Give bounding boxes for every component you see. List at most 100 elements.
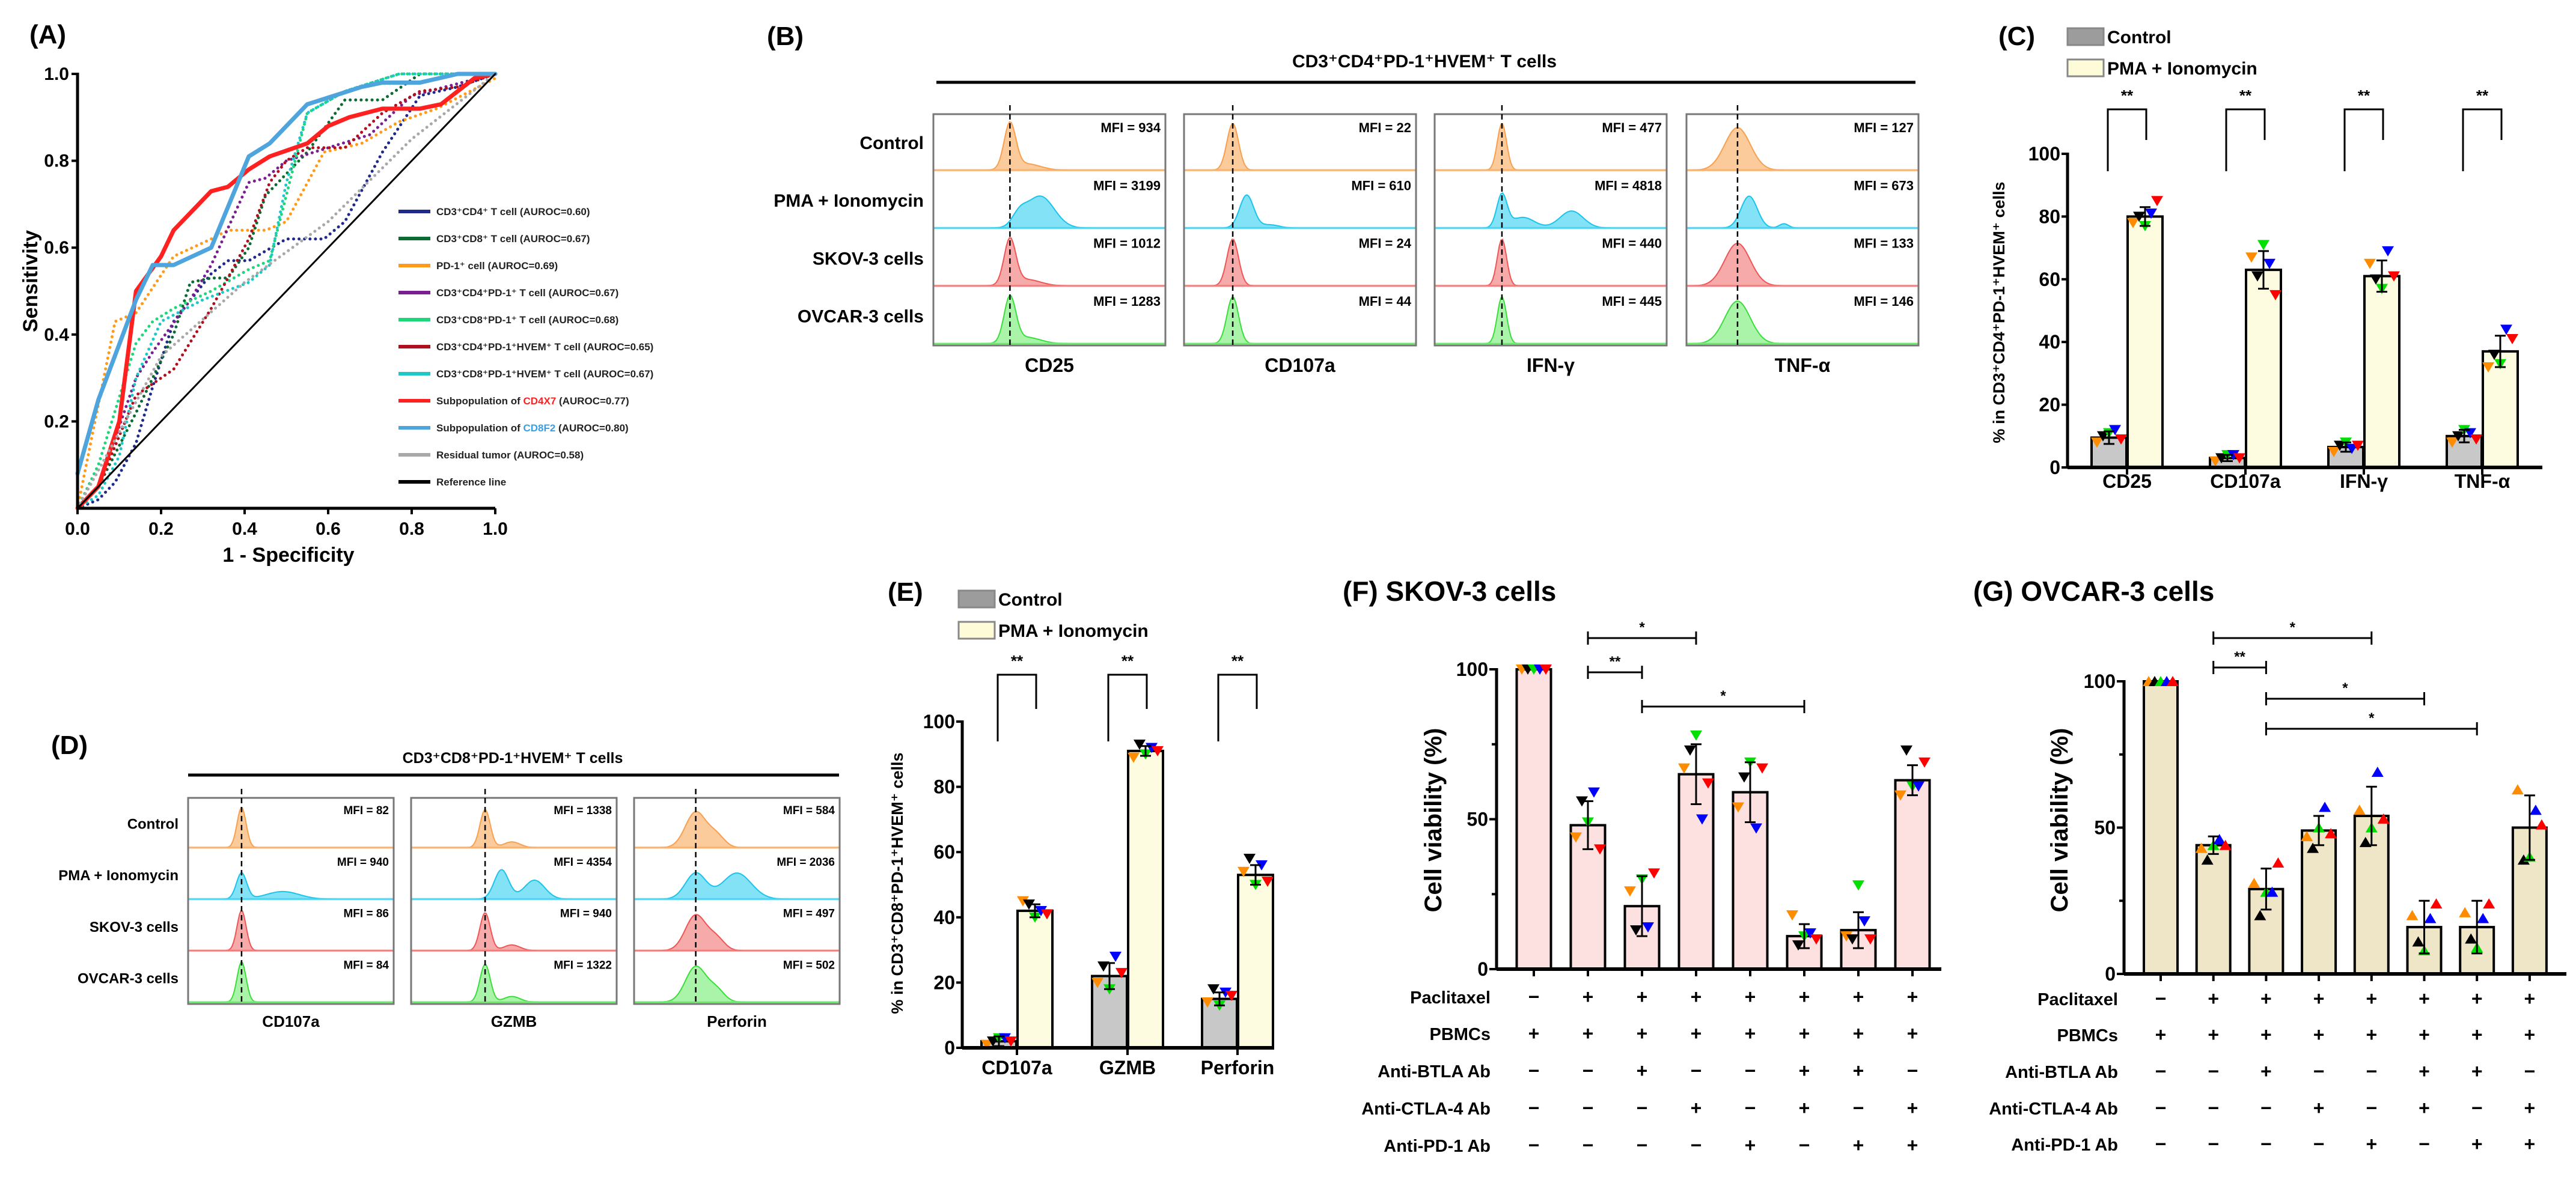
mfi-value: 86 (376, 908, 389, 920)
legend-swatch (957, 589, 996, 609)
x-tick-label: 0.6 (316, 519, 341, 539)
mfi-prefix: MFI = (1854, 236, 1891, 251)
mfi-label: MFI = 1012 (1093, 236, 1161, 251)
treatment-sign: + (1583, 986, 1594, 1008)
data-point-marker (1570, 832, 1582, 843)
legend-label: PD-1⁺ cell (AUROC=0.69) (436, 260, 558, 272)
data-point-marker (1091, 978, 1103, 988)
panel-b-cd4-histograms: (B) CD3⁺CD4⁺PD-1⁺HVEM⁺ T cells Control PMA … (767, 22, 1920, 376)
treatment-sign: + (1799, 1097, 1810, 1119)
treatment-sign: + (1528, 1023, 1540, 1044)
treatment-sign: + (1907, 986, 1918, 1008)
y-axis-label: Cell viability (%) (1420, 728, 1447, 913)
mfi-value: 133 (1891, 236, 1914, 251)
mfi-value: 934 (1138, 120, 1161, 135)
treatment-sign: − (1528, 986, 1540, 1008)
significance-label: * (2342, 680, 2348, 696)
treatment-sign: − (2313, 1133, 2325, 1155)
data-point-marker (2353, 804, 2366, 815)
row-label: OVCAR-3 cells (78, 971, 179, 987)
data-point-marker (1792, 940, 1804, 951)
y-axis-label: % in CD3⁺CD8⁺PD-1⁺HVEM⁺ cells (888, 752, 906, 1014)
data-point-marker (1840, 931, 1852, 942)
histogram-frame (1433, 113, 1668, 347)
data-point-marker (2424, 913, 2437, 923)
treatment-sign: + (2260, 1024, 2272, 1045)
data-point-marker (1035, 905, 1047, 916)
data-point-marker (2364, 258, 2376, 269)
significance-bracket (2462, 108, 2503, 171)
significance-bracket (2343, 108, 2384, 171)
treatment-sign: + (1853, 1134, 1864, 1156)
treatment-sign: + (1799, 1060, 1810, 1081)
significance-bracket (997, 674, 1037, 741)
bar (1894, 779, 1931, 970)
data-point-marker (2511, 784, 2524, 795)
data-point-marker (2151, 196, 2163, 207)
data-point-marker (2219, 839, 2232, 850)
significance-label: ** (2358, 87, 2370, 105)
mfi-label: MFI = 497 (783, 908, 835, 920)
data-point-marker (1005, 1036, 1017, 1047)
row-label: Control (859, 133, 924, 153)
y-tick-label: 0.8 (44, 151, 69, 171)
treatment-sign: + (1853, 986, 1864, 1008)
data-point-marker (1116, 968, 1128, 979)
treatment-sign: − (2471, 1097, 2483, 1119)
treatment-sign: + (1691, 1023, 1702, 1044)
data-point-marker (1786, 910, 1798, 921)
mfi-prefix: MFI = (783, 908, 816, 920)
treatment-sign: − (2419, 1133, 2430, 1155)
histogram-trace (933, 195, 1165, 229)
category-label: TNF-α (2455, 470, 2510, 492)
treatment-sign: − (2260, 1133, 2272, 1155)
panel-f-skov3-viability: (F) SKOV-3 cells 0 50 100 Cell viability (%)… (1343, 576, 1941, 1156)
y-tick-label: 0 (2050, 457, 2060, 478)
data-point-marker (1540, 665, 1552, 675)
mfi-prefix: MFI = (1351, 178, 1389, 193)
treatment-sign: + (2524, 988, 2536, 1009)
data-point-marker (1219, 987, 1232, 998)
data-point-marker (2477, 913, 2489, 923)
panel-title: (F) SKOV-3 cells (1343, 576, 1556, 607)
treatment-sign: + (2366, 1024, 2377, 1045)
treatment-sign: + (1637, 1023, 1648, 1044)
row-label: OVCAR-3 cells (798, 307, 924, 327)
legend-label: CD3⁺CD8⁺PD-1⁺ T cell (AUROC=0.68) (436, 314, 618, 326)
data-point-marker (1864, 934, 1876, 945)
treatment-sign: + (2366, 1133, 2377, 1155)
data-point-marker (1690, 730, 1702, 741)
data-point-marker (2201, 854, 2214, 865)
treatment-sign: + (2419, 1024, 2430, 1045)
mfi-value: 477 (1640, 120, 1662, 135)
bar (2353, 815, 2390, 976)
data-point-marker (2382, 246, 2394, 257)
mfi-prefix: MFI = (1093, 178, 1131, 193)
y-tick-label: 80 (933, 776, 955, 798)
data-point-marker (2301, 831, 2313, 842)
row-label: PMA + Ionomycin (58, 868, 179, 884)
data-point-marker (1750, 823, 1762, 834)
data-point-marker (1702, 778, 1714, 789)
treatment-sign: + (2313, 1024, 2325, 1045)
mfi-value: 673 (1891, 178, 1914, 193)
mfi-value: 44 (1397, 294, 1412, 309)
mfi-value: 1322 (587, 959, 612, 972)
treatment-label: PBMCs (1429, 1025, 1491, 1044)
data-point-marker (2482, 362, 2494, 373)
treatment-sign: + (2419, 1060, 2430, 1082)
data-point-marker (1624, 886, 1636, 897)
treatment-sign: − (2155, 988, 2167, 1009)
y-axis-label: % in CD3⁺CD4⁺PD-1⁺HVEM⁺ cells (1990, 181, 2008, 443)
y-axis-label: Sensitivity (19, 230, 42, 332)
treatment-label: Paclitaxel (2037, 990, 2118, 1009)
data-point-marker (1134, 740, 1146, 750)
treatment-label: Anti-BTLA Ab (1378, 1062, 1491, 1081)
treatment-sign: + (2524, 1097, 2536, 1119)
significance-label: ** (2239, 87, 2252, 105)
y-tick-label: 1.0 (44, 64, 69, 84)
y-tick-label: 100 (2028, 143, 2060, 165)
bar (2143, 680, 2179, 975)
